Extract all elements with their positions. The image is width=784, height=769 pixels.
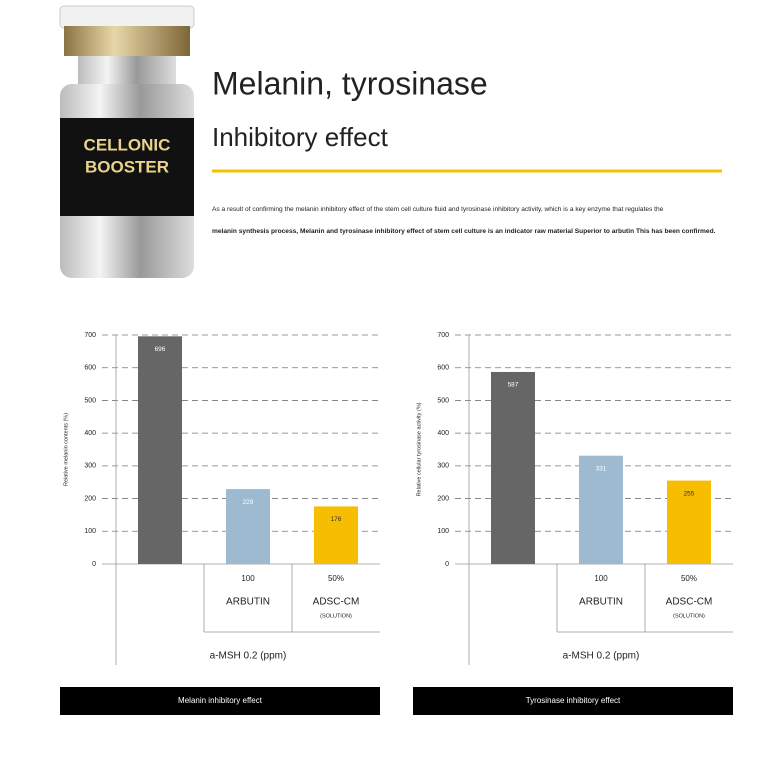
y-tick-label: 200 [437, 495, 449, 502]
caption-bar [413, 687, 733, 715]
description: As a result of confirming the melanin in… [212, 206, 664, 213]
x-axis-label: a-MSH 0.2 (ppm) [210, 651, 287, 662]
bar [579, 455, 623, 564]
y-tick-label: 600 [437, 365, 449, 372]
category-name: ARBUTIN [226, 597, 270, 608]
value-label: 176 [331, 516, 342, 523]
category-note: (SOLUTION) [673, 613, 705, 619]
y-tick-label: 400 [84, 430, 96, 437]
title: Melanin, tyrosinase [212, 65, 488, 101]
y-tick-label: 0 [445, 561, 449, 568]
x-tick-label: 50% [681, 574, 697, 583]
value-label: 331 [596, 465, 607, 472]
y-tick-label: 300 [437, 463, 449, 470]
x-axis-label: a-MSH 0.2 (ppm) [563, 651, 640, 662]
y-tick-label: 200 [84, 495, 96, 502]
category-note: (SOLUTION) [320, 613, 352, 619]
x-tick-label: 100 [241, 574, 255, 583]
y-tick-label: 100 [84, 528, 96, 535]
vial-label: CELLONIC [84, 135, 171, 154]
y-tick-label: 0 [92, 561, 96, 568]
x-tick-label: 50% [328, 574, 344, 583]
bar [226, 489, 270, 564]
y-tick-label: 500 [84, 397, 96, 404]
value-label: 696 [155, 346, 166, 353]
y-tick-label: 100 [437, 528, 449, 535]
caption: Melanin inhibitory effect [178, 696, 263, 705]
bar [314, 506, 358, 564]
value-label: 255 [684, 490, 695, 497]
category-name: ADSC-CM [666, 597, 713, 608]
y-tick-label: 600 [84, 365, 96, 372]
category-name: ARBUTIN [579, 597, 623, 608]
x-tick-label: 100 [594, 574, 608, 583]
y-tick-label: 300 [84, 463, 96, 470]
y-tick-label: 500 [437, 397, 449, 404]
bar [667, 480, 711, 564]
value-label: 587 [508, 382, 519, 389]
product-vial: CELLONIC BOOSTER [59, 5, 195, 278]
y-axis-label: Relative cellular tyrosinase activity (%… [416, 402, 422, 496]
bar [138, 336, 182, 564]
subtitle: Inhibitory effect [212, 122, 389, 152]
y-tick-label: 700 [84, 332, 96, 339]
caption-bar [60, 687, 380, 715]
y-axis-label: Relative melanin contents (%) [63, 413, 69, 486]
description: melanin synthesis process, Melanin and t… [212, 228, 716, 235]
vial-label: BOOSTER [85, 157, 169, 176]
caption: Tyrosinase inhibitory effect [526, 696, 621, 705]
value-label: 229 [243, 499, 254, 506]
y-tick-label: 400 [437, 430, 449, 437]
category-name: ADSC-CM [313, 597, 360, 608]
y-tick-label: 700 [437, 332, 449, 339]
bar [491, 371, 535, 564]
